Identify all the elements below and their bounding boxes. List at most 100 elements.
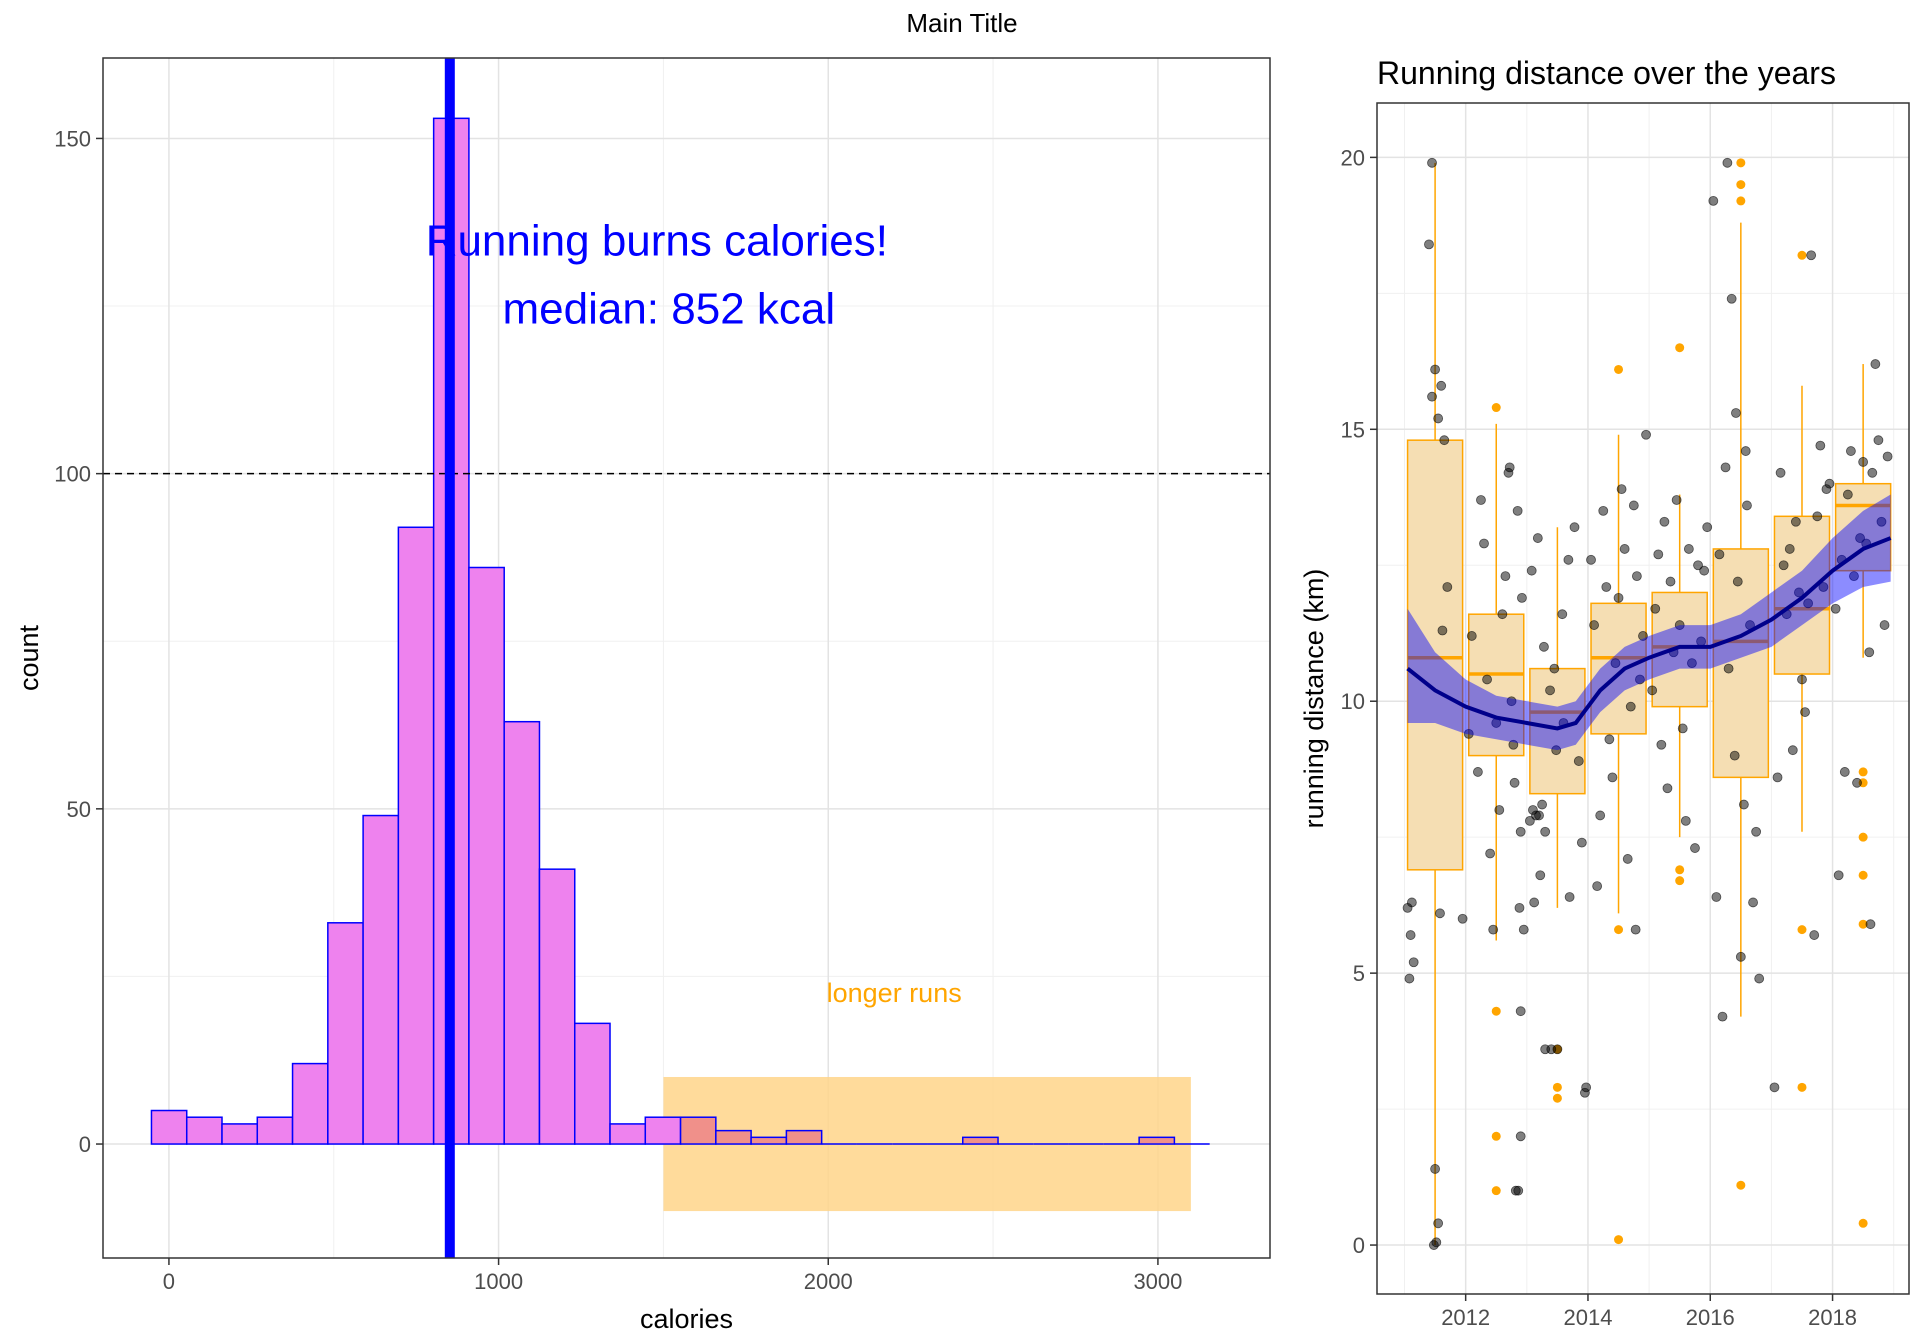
jitter-point: [1508, 739, 1519, 750]
jitter-point: [1537, 799, 1548, 810]
jitter-point: [1677, 723, 1688, 734]
jitter-point: [1430, 1164, 1440, 1174]
jitter-point: [1589, 620, 1599, 630]
jitter-point: [1769, 1082, 1780, 1093]
jitter-point: [1702, 522, 1713, 533]
jitter-point: [1842, 489, 1853, 500]
histogram-x-tick-label: 2000: [804, 1269, 853, 1294]
jitter-point: [1630, 924, 1641, 935]
histogram-bar: [538, 868, 576, 1145]
jitter-point: [1515, 1006, 1526, 1017]
jitter-point: [1619, 544, 1630, 554]
jitter-point: [1563, 554, 1574, 565]
boxplot-outlier: [1736, 158, 1746, 168]
jitter-point: [1463, 728, 1474, 739]
jitter-point: [1870, 359, 1881, 369]
histogram-x-tick-label: 0: [163, 1269, 175, 1294]
boxplot-outlier: [1614, 925, 1624, 935]
boxplot-y-axis-label: running distance (km): [1299, 569, 1329, 829]
boxplot-box: [1651, 591, 1708, 708]
jitter-point: [1427, 157, 1437, 168]
boxplot-outlier: [1491, 1131, 1501, 1141]
jitter-point: [1534, 810, 1544, 821]
jitter-point: [1549, 663, 1560, 674]
jitter-point: [1699, 565, 1710, 576]
jitter-point: [1748, 897, 1758, 908]
boxplot-outlier: [1552, 1093, 1562, 1103]
jitter-point: [1427, 391, 1437, 402]
jitter-point: [1839, 767, 1850, 777]
jitter-point: [1479, 538, 1489, 549]
histogram-x-axis-label: calories: [640, 1304, 733, 1334]
jitter-point: [1797, 674, 1807, 685]
jitter-point: [1671, 495, 1682, 505]
jitter-point: [1720, 462, 1731, 473]
jitter-point: [1729, 750, 1740, 761]
jitter-point: [1430, 364, 1440, 375]
jitter-point: [1476, 495, 1486, 505]
jitter-point: [1504, 462, 1515, 473]
histogram-bar: [1138, 1136, 1176, 1145]
jitter-point: [1754, 973, 1765, 984]
jitter-point: [1564, 892, 1575, 902]
histogram-bar: [715, 1129, 752, 1145]
jitter-point: [1772, 772, 1783, 783]
jitter-point: [1482, 674, 1492, 685]
jitter-point: [1485, 848, 1496, 859]
smooth-confidence-ribbon: [1407, 494, 1891, 751]
jitter-point: [1545, 685, 1555, 696]
jitter-point: [1514, 902, 1525, 913]
jitter-point: [1500, 571, 1511, 582]
jitter-point: [1641, 429, 1651, 440]
boxplot-box: [1712, 548, 1770, 779]
boxplot-outlier: [1797, 1082, 1807, 1092]
histogram-y-tick-label: 150: [54, 126, 91, 151]
boxplot-outlier: [1614, 1235, 1624, 1245]
histogram-bar: [679, 1116, 717, 1145]
jitter-point: [1647, 685, 1658, 696]
jitter-point: [1665, 576, 1676, 587]
jitter-point: [1732, 576, 1743, 587]
jitter-point: [1833, 870, 1844, 881]
jitter-point: [1674, 620, 1685, 630]
jitter-point: [1442, 582, 1453, 592]
jitter-point: [1711, 892, 1722, 902]
boxplot-outlier: [1491, 403, 1501, 413]
annotation-main-line1: Running burns calories!: [426, 217, 888, 266]
jitter-point: [1809, 930, 1820, 940]
jitter-point: [1635, 674, 1645, 685]
jitter-point: [1586, 554, 1596, 565]
boxplot-outlier: [1858, 832, 1868, 842]
jitter-point: [1551, 745, 1562, 756]
jitter-point: [1557, 609, 1568, 620]
jitter-point: [1864, 647, 1875, 658]
histogram-y-axis-label: count: [14, 624, 44, 691]
jitter-point: [1529, 897, 1540, 908]
boxplot-outlier: [1736, 180, 1746, 190]
boxplot-box: [1529, 667, 1586, 795]
boxplot-outlier: [1491, 1186, 1501, 1196]
boxplot-x-tick-label: 2018: [1808, 1305, 1857, 1330]
jitter-point: [1601, 582, 1612, 592]
jitter-point: [1726, 293, 1737, 304]
jitter-point: [1735, 951, 1746, 962]
histogram-x-tick-label: 3000: [1133, 1269, 1182, 1294]
histogram-y-tick-label: 100: [54, 462, 91, 487]
histogram-x-tick-label: 1000: [474, 1269, 523, 1294]
annotation-main-line2: median: 852 kcal: [503, 285, 836, 334]
jitter-point: [1873, 435, 1884, 446]
jitter-point: [1680, 815, 1691, 826]
boxplot-outlier: [1675, 876, 1685, 886]
boxplot-y-tick-label: 20: [1341, 145, 1365, 170]
jitter-point: [1806, 250, 1817, 261]
jitter-point: [1509, 777, 1520, 788]
boxplot-box: [1467, 613, 1525, 757]
boxplot-outlier: [1858, 767, 1868, 777]
jitter-point: [1513, 1185, 1524, 1196]
jitter-point: [1830, 603, 1841, 614]
smooth-line: [1406, 536, 1892, 731]
jitter-point: [1607, 772, 1618, 783]
longer-runs-label: longer runs: [827, 978, 962, 1008]
histogram-bar: [503, 720, 541, 1145]
jitter-point: [1616, 484, 1627, 495]
